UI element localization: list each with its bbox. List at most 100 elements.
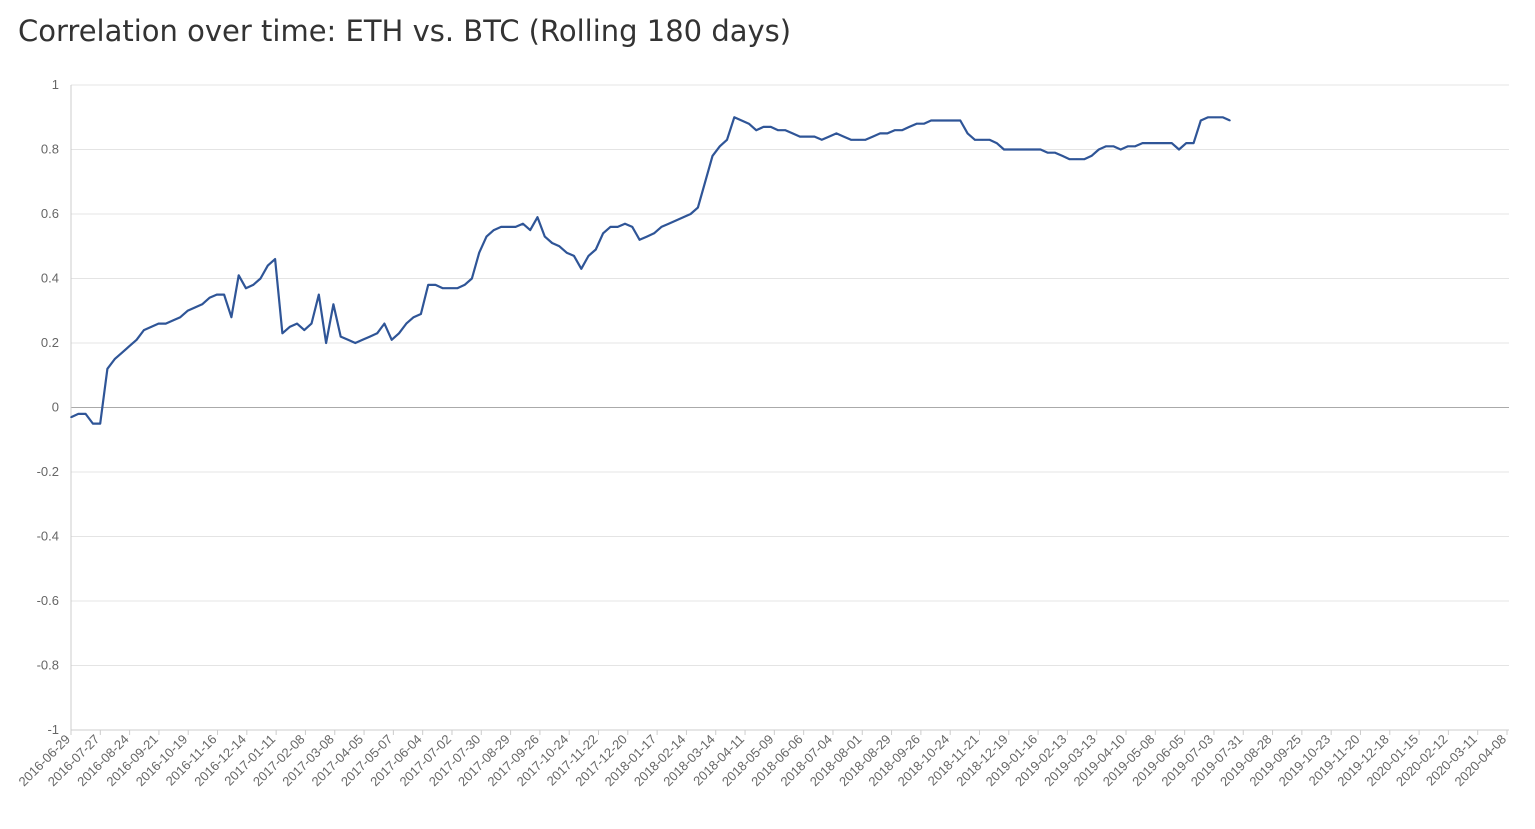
data-point: [893, 129, 896, 131]
data-point: [835, 132, 838, 135]
data-point: [631, 226, 634, 228]
data-point: [981, 139, 983, 141]
data-point: [259, 277, 262, 280]
data-point: [1134, 145, 1136, 148]
data-point: [186, 310, 189, 312]
data-point: [412, 316, 415, 319]
data-point: [390, 339, 393, 341]
data-point: [514, 226, 517, 228]
y-tick-label: 0: [52, 400, 59, 415]
data-point: [1127, 145, 1129, 148]
data-point: [267, 264, 269, 267]
data-point: [361, 339, 364, 341]
gridlines: [71, 84, 1509, 731]
data-point: [1068, 158, 1071, 160]
data-point: [748, 122, 750, 125]
data-point: [565, 251, 568, 254]
data-point: [1163, 142, 1166, 144]
data-point: [733, 116, 736, 119]
data-point: [616, 226, 619, 228]
data-point: [930, 119, 932, 122]
data-point: [179, 316, 182, 319]
data-point: [478, 251, 481, 254]
data-point: [1090, 155, 1093, 157]
data-point: [697, 206, 699, 209]
data-point: [777, 129, 779, 131]
data-point: [1032, 148, 1034, 151]
data-point: [1119, 148, 1122, 151]
data-point: [223, 293, 225, 296]
data-point: [172, 319, 174, 322]
data-point: [230, 316, 233, 319]
y-tick-label: 0.4: [41, 271, 59, 286]
data-point: [471, 277, 473, 280]
data-point: [216, 293, 218, 296]
data-point: [281, 332, 284, 335]
data-point: [522, 222, 524, 225]
data-point: [988, 139, 991, 141]
data-point: [609, 226, 612, 228]
data-point: [1178, 148, 1180, 151]
data-point: [536, 216, 539, 218]
data-point: [1076, 158, 1078, 160]
data-point: [1025, 148, 1027, 151]
data-point: [1141, 142, 1144, 144]
data-point: [995, 142, 998, 144]
data-point: [711, 155, 714, 157]
data-point: [288, 326, 291, 328]
data-point: [1017, 148, 1020, 151]
data-point: [1170, 142, 1173, 144]
data-point: [704, 181, 706, 183]
data-point: [1083, 158, 1085, 160]
data-point: [551, 242, 553, 244]
data-point: [937, 119, 940, 122]
series-line: [70, 116, 1231, 425]
data-point: [456, 287, 459, 290]
data-point: [857, 139, 859, 141]
data-point: [784, 129, 787, 131]
y-tick-label: 0.8: [41, 142, 59, 157]
data-point: [799, 135, 801, 138]
data-point: [660, 226, 663, 228]
data-point: [1010, 148, 1013, 151]
data-point: [106, 368, 109, 370]
data-point: [923, 122, 925, 125]
data-point: [150, 326, 152, 328]
data-point: [959, 119, 962, 122]
data-point: [879, 132, 881, 135]
data-point: [952, 119, 954, 122]
data-point: [587, 255, 590, 257]
data-point: [850, 139, 852, 141]
y-tick-label: -1: [47, 722, 59, 737]
data-point: [1112, 145, 1115, 148]
data-point: [1149, 142, 1151, 144]
data-point: [886, 132, 889, 135]
data-point: [675, 219, 677, 222]
data-point: [944, 119, 947, 122]
data-point: [821, 139, 823, 141]
data-point: [1047, 151, 1049, 154]
data-point: [332, 303, 335, 306]
data-point: [369, 335, 371, 338]
data-point: [1105, 145, 1107, 148]
data-point: [194, 306, 196, 309]
data-point: [1061, 155, 1064, 157]
data-point: [84, 413, 87, 415]
y-tick-label: -0.6: [37, 593, 59, 608]
data-point: [354, 342, 357, 344]
data-point: [529, 229, 531, 231]
data-point: [135, 339, 138, 341]
data-point: [740, 119, 743, 122]
data-point: [442, 287, 444, 290]
data-point: [296, 322, 298, 325]
data-point: [1207, 116, 1209, 119]
data-point: [828, 135, 830, 138]
data-point: [1192, 142, 1195, 144]
y-tick-label: 0.2: [41, 335, 59, 350]
data-point: [762, 126, 765, 128]
y-tick-label: -0.8: [37, 658, 59, 673]
data-point: [493, 229, 495, 231]
y-tick-label: -0.4: [37, 529, 59, 544]
data-point: [901, 129, 903, 131]
